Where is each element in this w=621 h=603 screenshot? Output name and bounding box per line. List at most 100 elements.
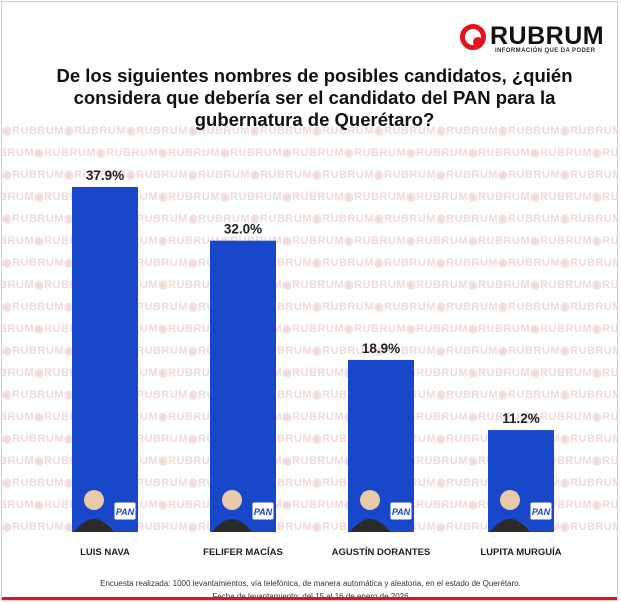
watermark-text: ◉RUBRUM bbox=[436, 257, 498, 269]
watermark-text: ◉RUBRUM bbox=[468, 323, 530, 335]
watermark-text: ◉RUBRUM bbox=[2, 455, 34, 467]
watermark-text: ◉RUBRUM bbox=[158, 279, 220, 291]
watermark-text: ◉RUBRUM bbox=[406, 411, 468, 423]
watermark-text: ◉RUBRUM bbox=[126, 169, 188, 181]
watermark-text: ◉RUBRUM bbox=[468, 411, 530, 423]
logo-tagline: INFORMACIÓN QUE DA PODER bbox=[495, 48, 596, 54]
watermark-text: ◉RUBRUM bbox=[282, 367, 344, 379]
watermark-text: ◉RUBRUM bbox=[592, 235, 618, 247]
pan-badge bbox=[113, 501, 137, 521]
watermark-text: ◉RUBRUM bbox=[374, 257, 436, 269]
watermark-text: ◉RUBRUM bbox=[344, 147, 406, 159]
watermark-text: ◉RUBRUM bbox=[344, 279, 406, 291]
watermark-text: ◉RUBRUM bbox=[592, 279, 618, 291]
watermark-text: ◉RUBRUM bbox=[374, 213, 436, 225]
category-label: AGUSTÍN DORANTES bbox=[332, 547, 431, 558]
watermark-text: ◉RUBRUM bbox=[592, 323, 618, 335]
watermark-text: ◉RUBRUM bbox=[406, 191, 468, 203]
watermark-text: ◉RUBRUM bbox=[2, 191, 34, 203]
watermark-text: ◉RUBRUM bbox=[406, 279, 468, 291]
watermark-text: ◉RUBRUM bbox=[126, 213, 188, 225]
watermark-text: ◉RUBRUM bbox=[406, 323, 468, 335]
watermark-text: ◉RUBRUM bbox=[2, 301, 64, 313]
watermark-text: ◉RUBRUM bbox=[374, 301, 436, 313]
watermark-text: ◉RUBRUM bbox=[126, 477, 188, 489]
watermark-text: ◉RUBRUM bbox=[282, 191, 344, 203]
bar-value-label: 37.9% bbox=[86, 168, 124, 183]
watermark-text: ◉RUBRUM bbox=[2, 257, 64, 269]
watermark-text: ◉RUBRUM bbox=[468, 279, 530, 291]
watermark-text: ◉RUBRUM bbox=[126, 257, 188, 269]
watermark-text: ◉RUBRUM bbox=[498, 389, 560, 401]
survey-method-note: Encuesta realizada: 1000 levantamientos,… bbox=[100, 579, 521, 588]
watermark-text: ◉RUBRUM bbox=[560, 125, 618, 137]
watermark-text: ◉RUBRUM bbox=[560, 521, 618, 533]
watermark-text: ◉RUBRUM bbox=[560, 477, 618, 489]
watermark-text: ◉RUBRUM bbox=[2, 477, 64, 489]
watermark-text: ◉RUBRUM bbox=[2, 367, 34, 379]
pan-badge-label: PAN bbox=[392, 507, 411, 517]
watermark-text: ◉RUBRUM bbox=[2, 125, 64, 137]
watermark-text: ◉RUBRUM bbox=[34, 147, 96, 159]
bar-value-label: 11.2% bbox=[502, 411, 540, 426]
watermark-text: ◉RUBRUM bbox=[312, 213, 374, 225]
watermark-text: ◉RUBRUM bbox=[498, 301, 560, 313]
watermark-text: ◉RUBRUM bbox=[2, 323, 34, 335]
watermark-text: ◉RUBRUM bbox=[126, 433, 188, 445]
watermark-text: ◉RUBRUM bbox=[188, 169, 250, 181]
watermark-text: ◉RUBRUM bbox=[282, 323, 344, 335]
watermark-text: ◉RUBRUM bbox=[498, 345, 560, 357]
pan-badge bbox=[251, 501, 275, 521]
watermark-text: ◉RUBRUM bbox=[406, 235, 468, 247]
candidate-photo-face bbox=[222, 490, 242, 510]
watermark-text: ◉RUBRUM bbox=[468, 367, 530, 379]
watermark-text: ◉RUBRUM bbox=[2, 169, 64, 181]
watermark-text: ◉RUBRUM bbox=[282, 279, 344, 291]
bottom-accent-bar bbox=[2, 597, 617, 600]
watermark-text: ◉RUBRUM bbox=[436, 125, 498, 137]
watermark-text: ◉RUBRUM bbox=[220, 191, 282, 203]
watermark-text: ◉RUBRUM bbox=[436, 213, 498, 225]
watermark-text: ◉RUBRUM bbox=[188, 125, 250, 137]
watermark-text: ◉RUBRUM bbox=[560, 389, 618, 401]
bar bbox=[210, 240, 276, 532]
watermark-text: ◉RUBRUM bbox=[250, 169, 312, 181]
pan-badge bbox=[529, 501, 553, 521]
watermark-text: ◉RUBRUM bbox=[126, 125, 188, 137]
category-label: LUPITA MURGUÍA bbox=[480, 547, 561, 558]
watermark-text: ◉RUBRUM bbox=[498, 213, 560, 225]
watermark-text: ◉RUBRUM bbox=[282, 455, 344, 467]
watermark-text: ◉RUBRUM bbox=[2, 499, 34, 511]
watermark-text: ◉RUBRUM bbox=[560, 301, 618, 313]
watermark-text: ◉RUBRUM bbox=[560, 169, 618, 181]
watermark-text: ◉RUBRUM bbox=[2, 345, 64, 357]
pan-badge-label: PAN bbox=[254, 507, 273, 517]
candidate-photo-body bbox=[490, 519, 530, 532]
category-label: LUIS NAVA bbox=[80, 547, 130, 558]
watermark-text: ◉RUBRUM bbox=[592, 191, 618, 203]
category-label: FELIFER MACÍAS bbox=[203, 547, 283, 558]
watermark-text: ◉RUBRUM bbox=[312, 257, 374, 269]
candidate-photo-face bbox=[500, 490, 520, 510]
pan-badge-label: PAN bbox=[116, 507, 135, 517]
watermark-text: ◉RUBRUM bbox=[530, 323, 592, 335]
watermark-text: ◉RUBRUM bbox=[406, 367, 468, 379]
bar-value-label: 18.9% bbox=[362, 341, 400, 356]
bar bbox=[72, 187, 138, 532]
candidate-photo-body bbox=[212, 519, 252, 532]
pan-badge-label: PAN bbox=[532, 507, 551, 517]
watermark-text: ◉RUBRUM bbox=[592, 455, 618, 467]
watermark-text: ◉RUBRUM bbox=[530, 367, 592, 379]
watermark-text: ◉RUBRUM bbox=[560, 213, 618, 225]
watermark-text: ◉RUBRUM bbox=[158, 455, 220, 467]
watermark-text: ◉RUBRUM bbox=[592, 499, 618, 511]
watermark-text: ◉RUBRUM bbox=[344, 323, 406, 335]
watermark-text: ◉RUBRUM bbox=[250, 213, 312, 225]
bar-chart: 37.9% PAN LUIS NAVA 32.0% PAN FELIFER MACÍAS 1… bbox=[72, 168, 562, 558]
watermark-text: ◉RUBRUM bbox=[468, 235, 530, 247]
watermark-text: ◉RUBRUM bbox=[158, 235, 220, 247]
watermark-text: ◉RUBRUM bbox=[2, 433, 64, 445]
watermark-text: ◉RUBRUM bbox=[560, 257, 618, 269]
candidate-photo-face bbox=[360, 490, 380, 510]
brand-logo: RUBRUM INFORMACIÓN QUE DA PODER bbox=[460, 22, 604, 58]
